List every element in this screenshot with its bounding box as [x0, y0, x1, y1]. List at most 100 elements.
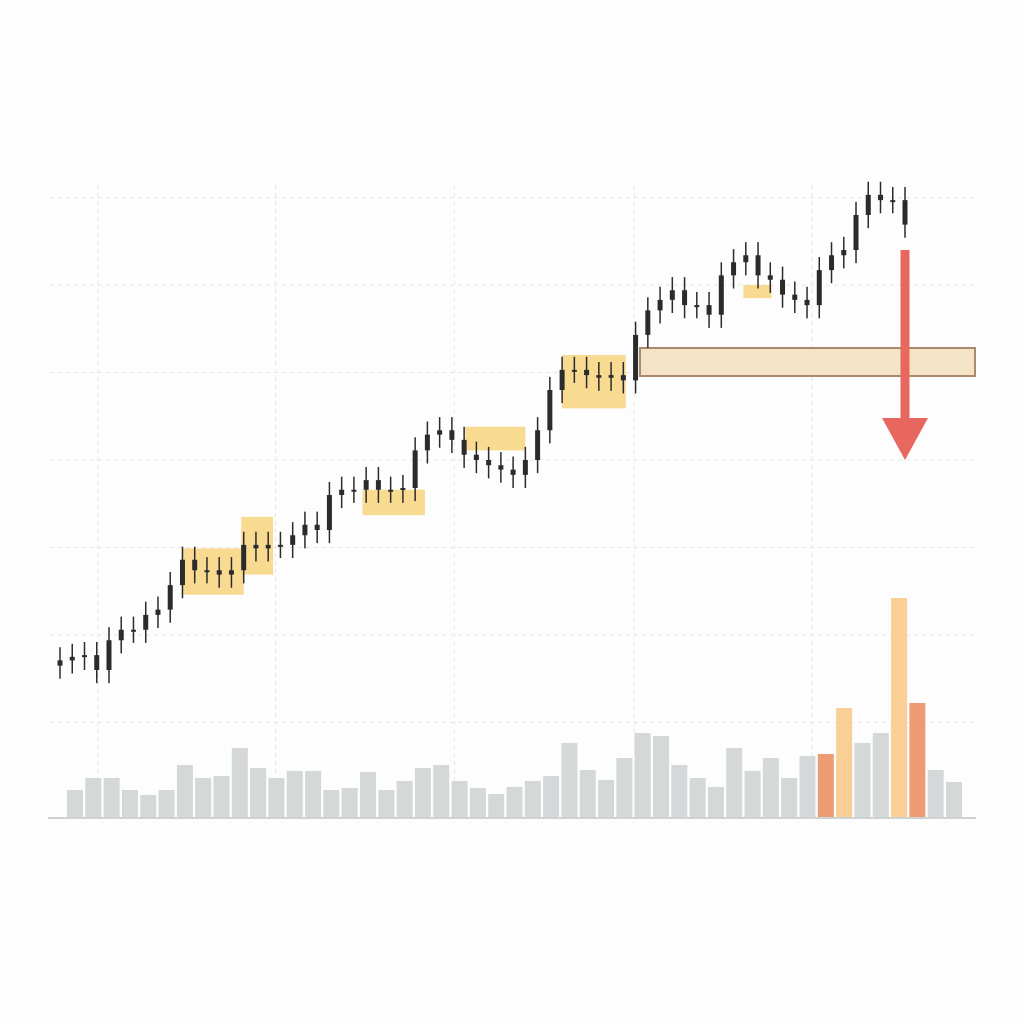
candle-body [510, 469, 516, 475]
arrow-head [882, 418, 928, 460]
candle-body [902, 200, 908, 225]
volume-bar [836, 708, 853, 818]
volume-bar [469, 788, 486, 818]
volume-bar [598, 780, 615, 818]
volume-bar [689, 778, 706, 818]
candle-body [167, 585, 173, 610]
volume-bar [433, 765, 450, 818]
volume-bar [506, 787, 523, 818]
volume-bar [305, 771, 322, 818]
candle-body [804, 299, 810, 306]
candle-body [204, 570, 210, 573]
candle-body [645, 310, 651, 335]
candle-body [339, 489, 345, 495]
volume-bar [872, 733, 889, 818]
volume-bar [543, 776, 560, 818]
candle-body [706, 305, 712, 315]
candle-body [400, 488, 406, 490]
candle-body [351, 489, 357, 492]
volume-bar [817, 754, 834, 818]
volume-bar [231, 748, 248, 818]
candle-body [118, 629, 124, 641]
volume-bar [927, 770, 944, 818]
candle-body [584, 369, 590, 376]
candle-body [69, 656, 75, 661]
candle-body [755, 255, 761, 276]
candle-body [767, 275, 773, 280]
candle-body [853, 215, 859, 250]
candle-body [486, 460, 492, 466]
volume-bar [158, 790, 175, 818]
candle-body [473, 454, 479, 460]
candle-body [216, 570, 222, 575]
candle-body [792, 294, 798, 300]
candle-body [437, 430, 443, 435]
volume-bar [378, 790, 395, 818]
volume-bar [268, 778, 285, 818]
volume-bar [946, 782, 962, 818]
candle-body [559, 369, 565, 390]
candle-body [780, 279, 786, 295]
volume-bar [653, 736, 669, 818]
candle-body [841, 250, 847, 256]
candle-body [228, 570, 234, 575]
volume-bar [561, 743, 578, 818]
volume-bar [634, 733, 651, 818]
volume-bar [195, 778, 212, 818]
candle-body [155, 609, 161, 615]
volume-bar [762, 758, 779, 818]
candle-body [130, 629, 136, 632]
volume-bar [707, 787, 724, 818]
candle-body [620, 375, 626, 381]
volume-bar [140, 795, 157, 818]
candle-body [57, 660, 63, 666]
candle-body [192, 559, 198, 571]
candle-body [669, 290, 675, 300]
candle-body [424, 434, 430, 451]
candle-body [94, 655, 100, 670]
highlight-zone [182, 548, 244, 595]
volume-bar [176, 765, 193, 818]
volume-bar [451, 781, 468, 818]
candle-body [731, 262, 737, 276]
candle-body [302, 524, 308, 536]
candle-body [81, 655, 87, 658]
volume-bar [323, 790, 340, 818]
volume-bar [414, 768, 431, 818]
volume-bar [250, 768, 267, 818]
candle-body [412, 450, 418, 488]
candle-body [829, 255, 835, 271]
candle-body [375, 480, 381, 490]
candle-body [179, 559, 185, 586]
volume-bar [616, 758, 633, 818]
volume-bar [726, 748, 743, 818]
candle-body [890, 200, 896, 203]
candle-body [277, 544, 283, 547]
candle-body [498, 465, 504, 470]
candle-body [326, 495, 332, 530]
candle-body [682, 290, 688, 306]
candle-body [241, 544, 247, 571]
candle-body [596, 375, 602, 378]
candle-body [290, 535, 296, 545]
volume-bar [67, 790, 83, 818]
volume-bar [579, 770, 596, 818]
candle-body [388, 489, 394, 492]
candle-body [106, 640, 112, 670]
candle-body [253, 544, 259, 549]
candle-body [363, 480, 369, 490]
candle-body [314, 524, 320, 530]
volume-bar [103, 778, 120, 818]
candle-body [865, 194, 871, 215]
candle-body [265, 544, 271, 549]
highlight-zone [465, 426, 526, 451]
resistance-level [639, 347, 976, 377]
volume-bar [781, 778, 798, 818]
volume-bar [799, 756, 816, 818]
volume-bar [854, 743, 871, 818]
volume-bar [744, 771, 761, 818]
candle-body [633, 334, 639, 381]
volume-bar [891, 598, 908, 818]
volume-bar [671, 765, 688, 818]
candle-body [608, 375, 614, 378]
